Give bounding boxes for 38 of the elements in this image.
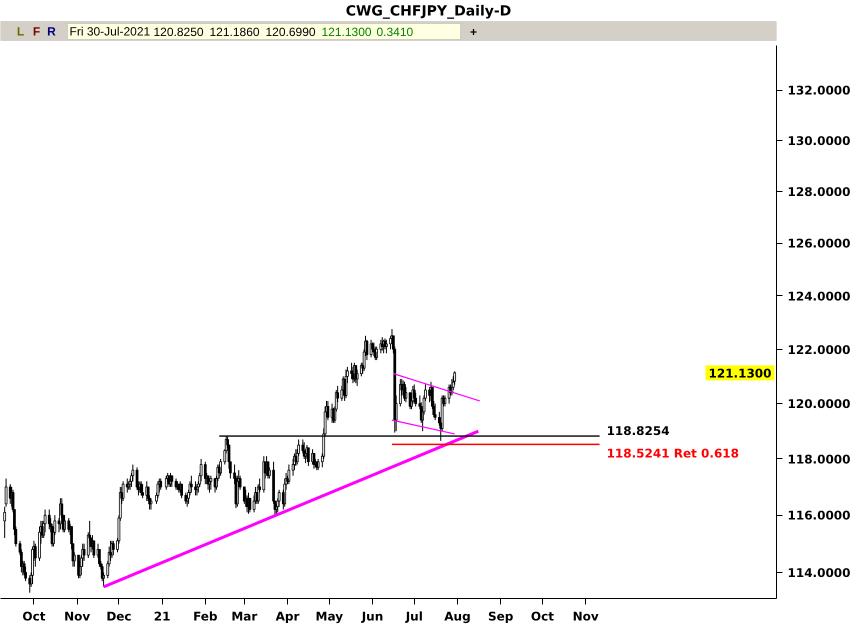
x-tick-label: Mar [231,610,258,624]
y-tick-label: 118.0000 [788,452,851,466]
x-tick-label: Nov [64,610,90,624]
text: Fri 30-Jul-2021 [70,24,151,38]
text: 120.6990 [266,25,316,39]
text: 121.1300 [322,25,372,39]
x-tick-label: Feb [193,610,218,624]
x-tick-label: Jun [360,610,384,624]
series-label: 118.5241 Ret 0.618 [606,446,740,460]
y-tick-label: 120.0000 [788,397,851,412]
y-tick-label: 128.0000 [788,184,851,199]
y-tick-label: 126.0000 [788,236,851,251]
x-tick-label: 21 [154,610,170,624]
text: 121.1860 [210,25,260,39]
x-tick-label: Oct [22,610,46,624]
text: 120.8250 [154,25,204,39]
y-tick-label: 130.0000 [788,134,851,148]
x-tick-label: May [316,610,344,624]
y-tick-label: 122.0000 [788,342,851,357]
series-label: 118.8254 [606,424,670,438]
x-tick-label: Aug [444,610,471,624]
text: R [47,24,56,38]
y-tick-label: 132.0000 [788,84,851,98]
chart-title: CWG_CHFJPY_Daily-D [346,4,512,20]
x-tick-label: Dec [106,610,132,624]
text: L [16,24,24,38]
y-tick-label: 124.0000 [788,289,851,304]
x-tick-label: Apr [276,610,300,624]
y-tick-label: 114.0000 [788,566,851,580]
x-tick-label: Jul [404,610,423,624]
x-tick-label: Oct [530,610,554,624]
x-tick-label: Sep [488,610,514,624]
text: + [470,25,478,39]
text: 0.3410 [376,25,414,39]
x-tick-label: Nov [572,610,599,624]
text: F [32,24,40,38]
annotation: 121.1300 [708,366,772,380]
y-tick-label: 116.0000 [788,508,851,523]
